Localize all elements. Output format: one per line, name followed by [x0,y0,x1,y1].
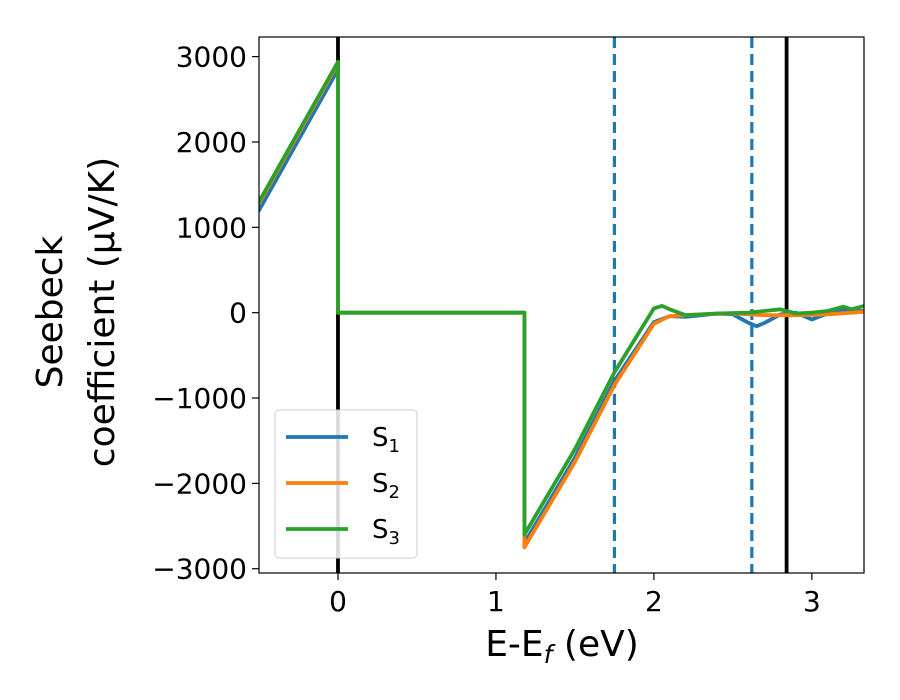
x-axis-label-units: (eV) [552,624,638,665]
y-tick-label: −3000 [152,553,247,586]
legend: S1 S2 S3 [274,409,418,559]
plot-frame [258,36,865,574]
x-tick-label: 0 [329,585,347,618]
x-tick-label: 2 [645,585,663,618]
series-line-s3 [259,59,864,537]
y-tick-label: 0 [229,297,247,330]
y-tick-label: −2000 [152,467,247,500]
y-axis-ticks: −3000 −2000 −1000 0 1000 2000 3000 [152,41,259,586]
legend-label-s3: S3 [372,515,400,549]
y-axis-label-line2: coefficient (μV/K) [82,157,123,467]
y-axis-label-line1: Seebeck [30,235,71,388]
legend-label-s1: S1 [372,423,400,457]
x-axis-label-main: E-E [485,624,543,665]
y-axis-label: Seebeck coefficient (μV/K) [30,157,123,467]
y-tick-label: 3000 [176,41,247,74]
y-tick-label: 1000 [176,211,247,244]
legend-label-s2: S2 [372,469,400,503]
x-axis-label: E-Ef (eV) [485,624,639,669]
y-tick-label: 2000 [176,126,247,159]
x-tick-label: 1 [487,585,505,618]
y-tick-label: −1000 [152,382,247,415]
series-lines [259,59,864,550]
x-tick-label: 3 [803,585,821,618]
x-axis-ticks: 0 1 2 3 [329,573,821,618]
